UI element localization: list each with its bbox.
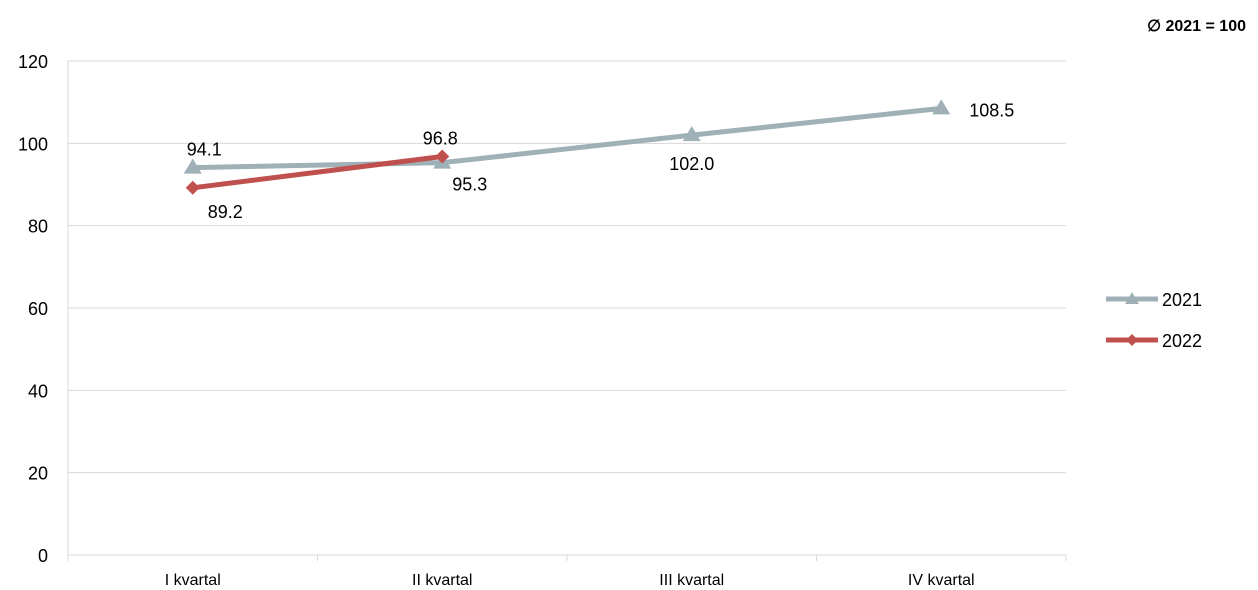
y-tick-label: 0 [38, 546, 48, 566]
y-tick-label: 100 [18, 134, 48, 154]
y-tick-label: 20 [28, 464, 48, 484]
marker-2021 [932, 99, 951, 115]
marker-2022 [435, 149, 450, 164]
y-tick-label: 60 [28, 299, 48, 319]
y-tick-label: 120 [18, 52, 48, 72]
y-axis-ticks: 0 20 40 60 80 100 120 [18, 52, 48, 566]
data-label: 89.2 [208, 202, 243, 222]
legend-label-2021: 2021 [1162, 290, 1202, 310]
series-line-2021 [190, 105, 944, 171]
y-tick-label: 80 [28, 217, 48, 237]
marker-2022 [185, 180, 200, 195]
series-line-2022 [190, 154, 445, 191]
legend-marker-2021 [1125, 292, 1139, 304]
x-axis-ticks: I kvartal II kvartal III kvartal IV kvartal [165, 572, 975, 589]
series-layer [183, 99, 951, 195]
x-tick-label: I kvartal [165, 572, 221, 589]
y-tick-label: 40 [28, 381, 48, 401]
x-tick-label: II kvartal [412, 572, 472, 589]
data-labels: 94.1 95.3 102.0 108.5 89.2 96.8 [187, 100, 1015, 221]
data-label: 102.0 [669, 154, 714, 174]
legend: 2021 2022 [1106, 290, 1202, 351]
x-tick-label: III kvartal [659, 572, 724, 589]
data-label: 94.1 [187, 140, 222, 160]
x-tick-label: IV kvartal [908, 572, 975, 589]
base-year-note: ∅ 2021 = 100 [1147, 18, 1246, 35]
data-label: 108.5 [969, 100, 1014, 120]
gridlines [67, 60, 1067, 561]
data-label: 95.3 [452, 175, 487, 195]
marker-2021 [183, 158, 202, 174]
legend-marker-2022 [1126, 334, 1138, 346]
marker-2021 [682, 126, 701, 142]
data-label: 96.8 [423, 129, 458, 149]
legend-label-2022: 2022 [1162, 331, 1202, 351]
